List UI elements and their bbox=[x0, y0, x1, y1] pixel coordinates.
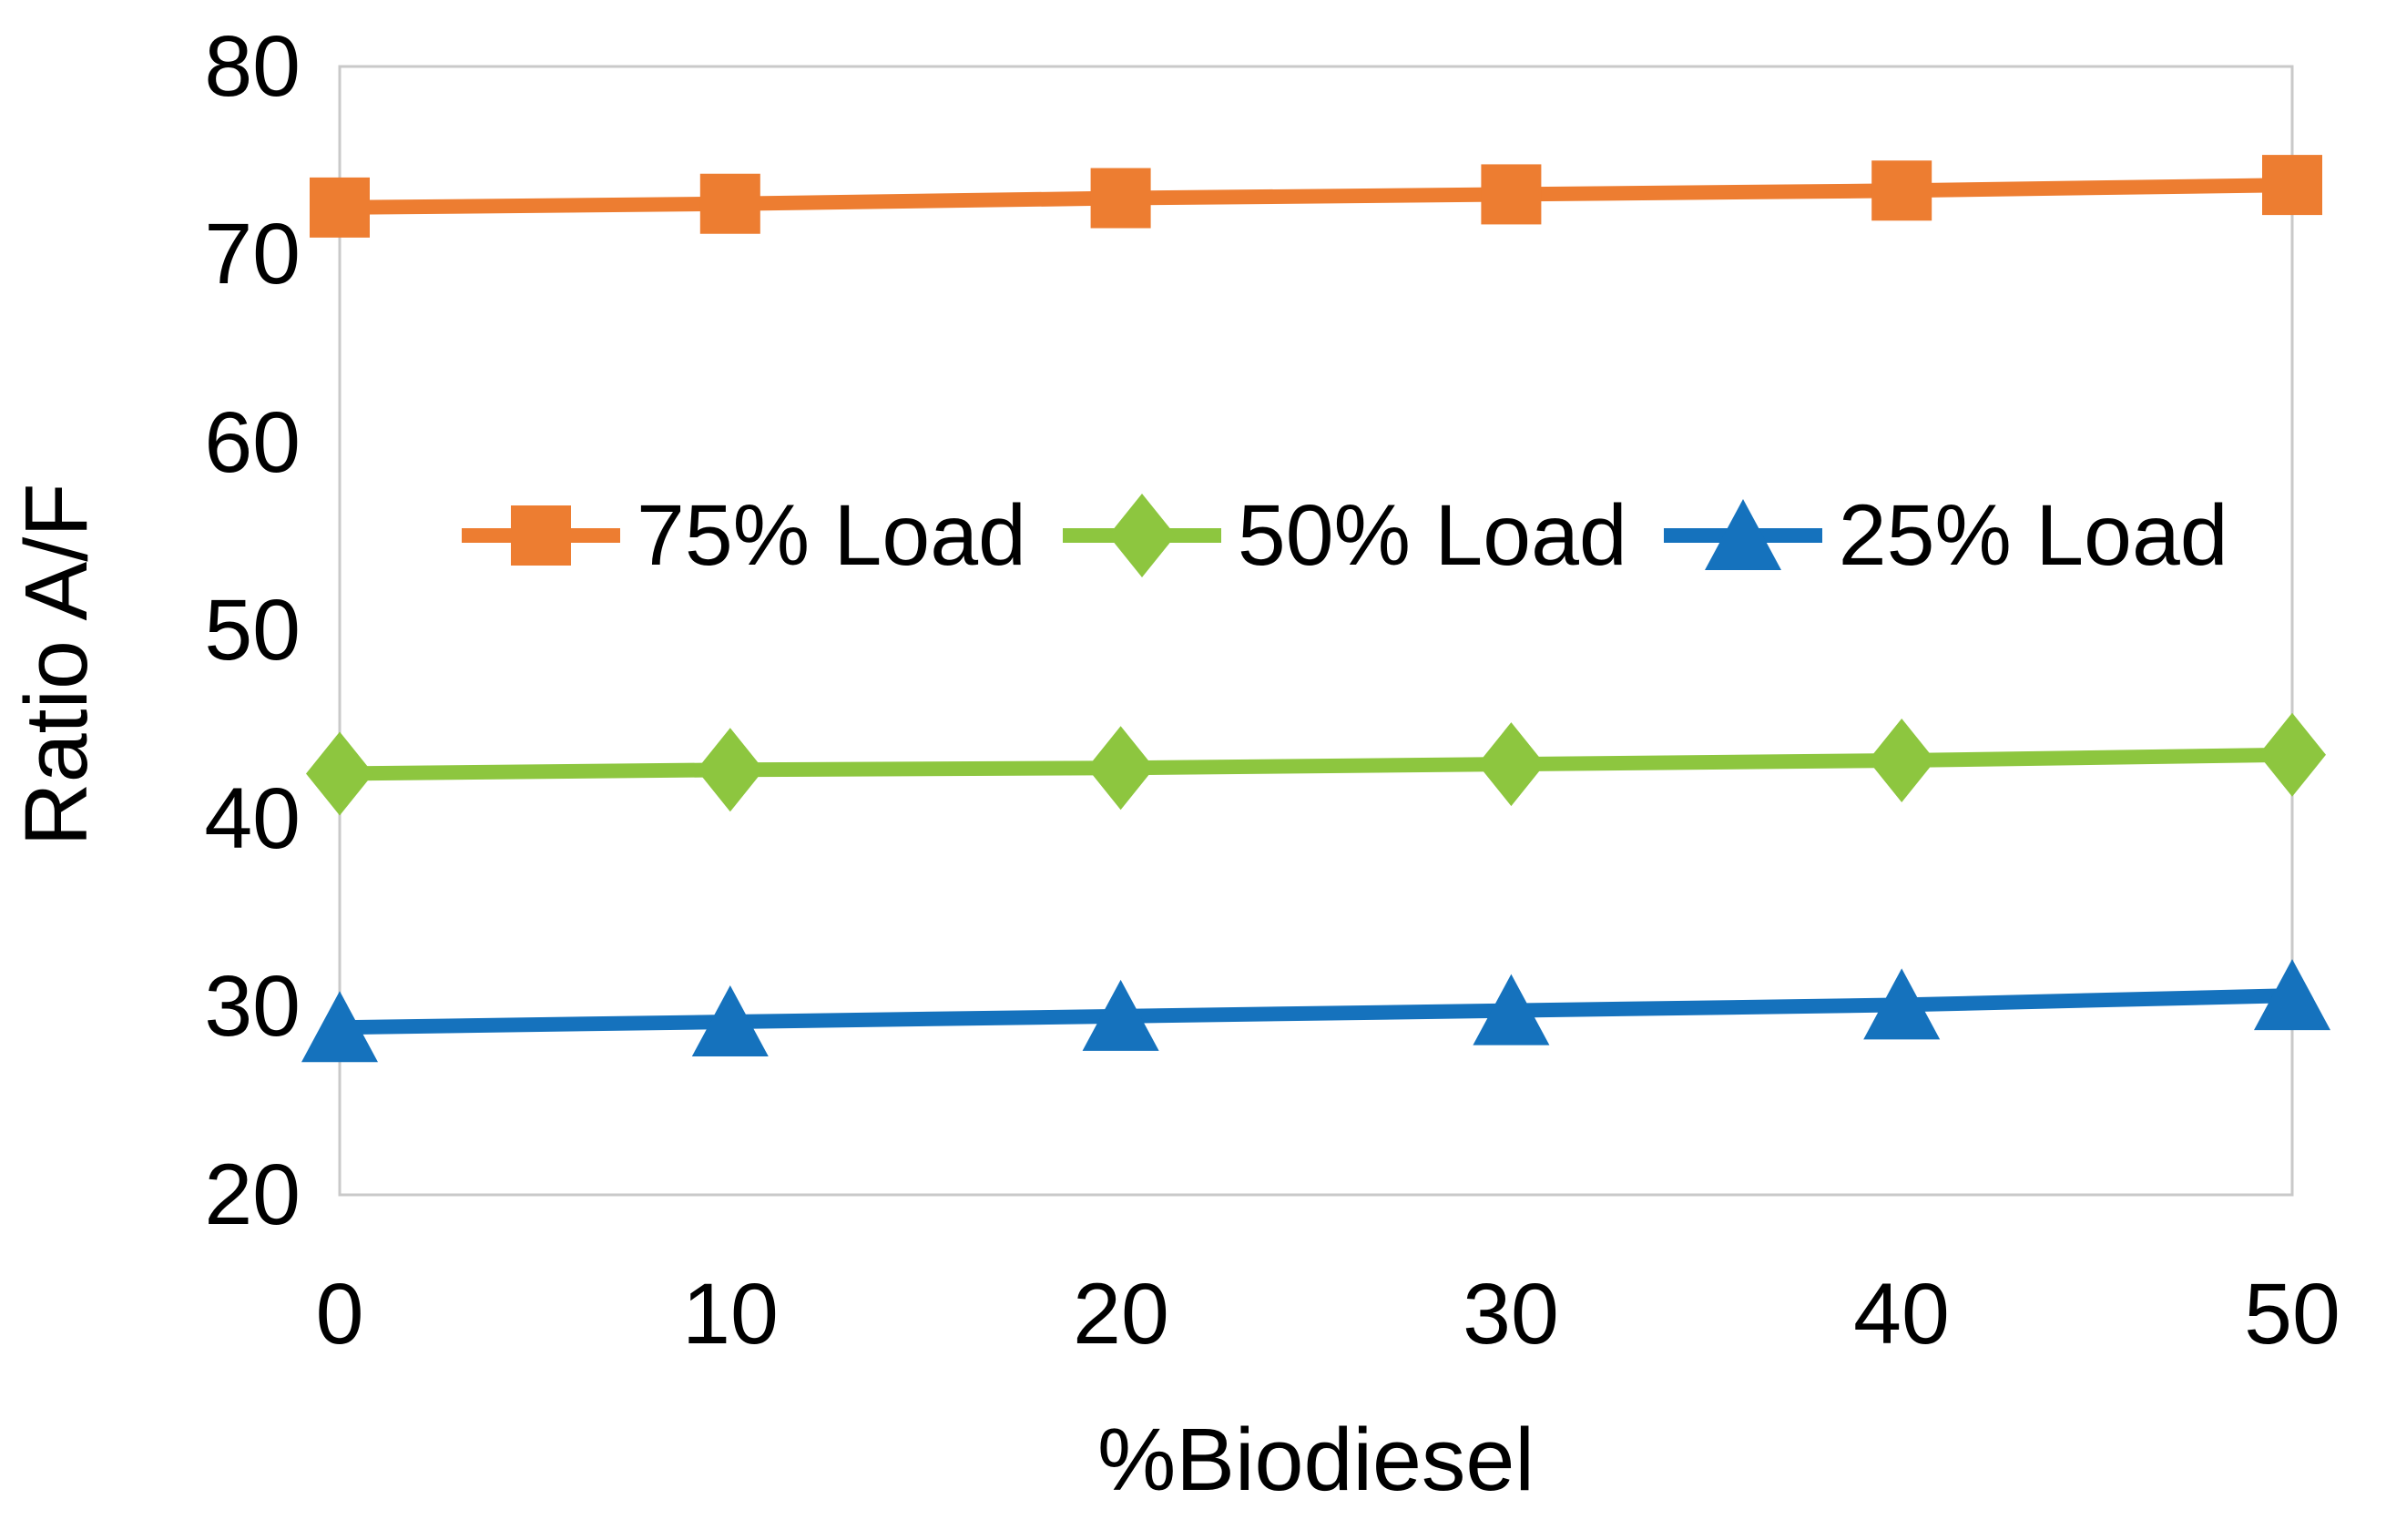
legend-label: 50% Load bbox=[1237, 487, 1627, 584]
x-tick-label: 50 bbox=[2244, 1266, 2340, 1362]
chart-legend: 75% Load 50% Load 25% Load bbox=[460, 492, 2228, 579]
legend-label: 75% Load bbox=[637, 487, 1026, 584]
legend-label: 25% Load bbox=[1838, 487, 2228, 584]
legend-item-25-load: 25% Load bbox=[1662, 492, 2228, 579]
x-axis-title: %Biodiesel bbox=[1097, 1410, 1535, 1509]
x-tick-label: 10 bbox=[682, 1266, 779, 1362]
y-tick-label: 80 bbox=[204, 18, 301, 115]
x-tick-label: 20 bbox=[1073, 1266, 1169, 1362]
y-axis-title: Ratio A/F bbox=[6, 483, 106, 847]
square-marker-icon bbox=[462, 505, 620, 566]
triangle-marker-icon bbox=[1663, 499, 1822, 570]
y-tick-label: 40 bbox=[204, 770, 301, 867]
legend-item-50-load: 50% Load bbox=[1061, 492, 1627, 579]
y-tick-label: 50 bbox=[204, 582, 301, 678]
legend-item-75-load: 75% Load bbox=[460, 492, 1026, 579]
x-tick-label: 40 bbox=[1853, 1266, 1950, 1362]
x-tick-label: 30 bbox=[1463, 1266, 1559, 1362]
diamond-marker-icon bbox=[1062, 494, 1221, 577]
x-tick-label: 0 bbox=[315, 1266, 364, 1362]
y-tick-label: 20 bbox=[204, 1147, 301, 1243]
y-tick-label: 30 bbox=[204, 958, 301, 1055]
y-tick-label: 70 bbox=[204, 206, 301, 302]
y-tick-label: 60 bbox=[204, 394, 301, 491]
